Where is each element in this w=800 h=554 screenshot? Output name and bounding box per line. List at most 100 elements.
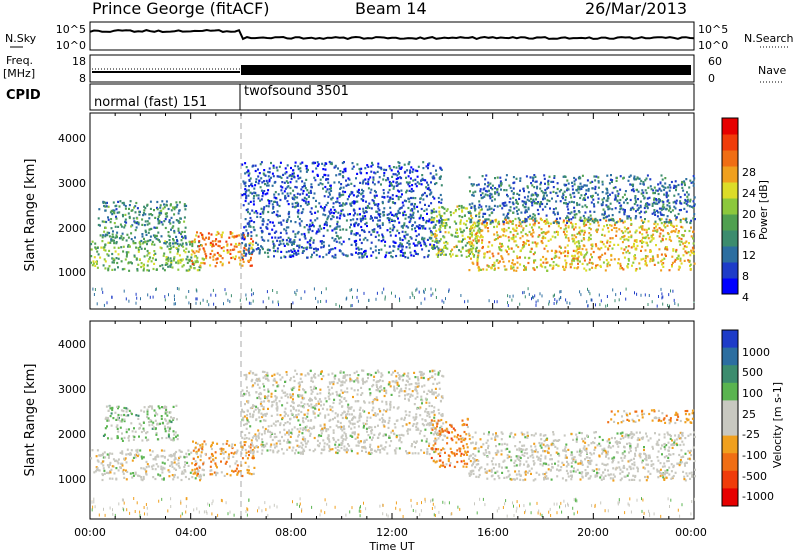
heatmap-cell bbox=[562, 175, 565, 178]
heatmap-cell bbox=[409, 209, 412, 212]
heatmap-cell bbox=[468, 176, 471, 179]
heatmap-cell bbox=[476, 256, 479, 259]
heatmap-cell bbox=[271, 240, 274, 243]
heatmap-cell bbox=[493, 233, 496, 236]
heatmap-cell bbox=[248, 247, 250, 250]
heatmap-cell bbox=[332, 202, 335, 205]
heatmap-cell bbox=[272, 289, 274, 292]
heatmap-cell bbox=[345, 179, 347, 182]
heatmap-cell bbox=[518, 197, 521, 200]
heatmap-cell bbox=[590, 201, 593, 204]
heatmap-cell bbox=[614, 186, 617, 189]
heatmap-cell bbox=[438, 177, 441, 180]
heatmap-cell bbox=[479, 190, 482, 193]
heatmap-cell bbox=[639, 200, 642, 203]
heatmap-cell bbox=[507, 222, 510, 225]
heatmap-cell bbox=[654, 229, 657, 232]
heatmap-cell bbox=[228, 261, 231, 264]
heatmap-cell bbox=[425, 219, 428, 223]
heatmap-cell bbox=[216, 257, 219, 260]
heatmap-cell bbox=[545, 261, 548, 264]
heatmap-cell bbox=[177, 462, 180, 465]
heatmap-cell bbox=[533, 174, 536, 177]
heatmap-cell bbox=[261, 433, 263, 436]
heatmap-cell bbox=[524, 211, 527, 214]
heatmap-cell bbox=[544, 182, 546, 185]
heatmap-cell bbox=[244, 191, 247, 194]
heatmap-cell bbox=[440, 220, 443, 223]
heatmap-cell bbox=[273, 200, 276, 203]
heatmap-cell bbox=[560, 296, 561, 299]
heatmap-cell bbox=[193, 238, 196, 241]
heatmap-cell bbox=[486, 264, 489, 267]
heatmap-cell bbox=[350, 304, 352, 308]
heatmap-cell bbox=[372, 178, 375, 181]
heatmap-cell bbox=[104, 456, 107, 459]
heatmap-cell bbox=[271, 211, 274, 214]
heatmap-cell bbox=[177, 250, 179, 253]
heatmap-cell bbox=[544, 197, 546, 200]
heatmap-cell bbox=[531, 297, 532, 301]
heatmap-cell bbox=[557, 231, 559, 234]
heatmap-cell bbox=[458, 215, 461, 218]
heatmap-cell bbox=[309, 228, 311, 231]
heatmap-cell bbox=[674, 207, 677, 210]
heatmap-cell bbox=[177, 220, 180, 223]
heatmap-cell bbox=[427, 183, 430, 186]
heatmap-cell bbox=[361, 188, 363, 191]
heatmap-cell bbox=[174, 431, 177, 434]
heatmap-cell bbox=[464, 300, 466, 304]
heatmap-cell bbox=[229, 300, 231, 304]
heatmap-cell bbox=[686, 200, 689, 203]
heatmap-cell bbox=[127, 436, 130, 439]
heatmap-cell bbox=[572, 216, 575, 219]
heatmap-cell bbox=[269, 221, 272, 224]
heatmap-cell bbox=[381, 233, 384, 236]
heatmap-cell bbox=[235, 460, 238, 463]
heatmap-cell bbox=[302, 452, 304, 455]
heatmap-cell bbox=[110, 468, 113, 471]
heatmap-cell bbox=[292, 189, 295, 192]
heatmap-cell bbox=[554, 252, 557, 255]
heatmap-cell bbox=[466, 207, 468, 210]
heatmap-cell bbox=[123, 203, 126, 206]
heatmap-cell bbox=[512, 266, 515, 269]
heatmap-cell bbox=[482, 215, 484, 218]
heatmap-cell bbox=[662, 203, 665, 206]
heatmap-cell bbox=[535, 219, 538, 222]
heatmap-cell bbox=[589, 223, 592, 226]
heatmap-cell bbox=[123, 413, 126, 417]
heatmap-cell bbox=[263, 239, 266, 242]
heatmap-cell bbox=[462, 222, 465, 225]
heatmap-cell bbox=[574, 216, 577, 219]
heatmap-cell bbox=[175, 463, 178, 466]
heatmap-cell bbox=[246, 471, 249, 474]
heatmap-cell bbox=[522, 291, 524, 295]
heatmap-cell bbox=[163, 206, 166, 209]
heatmap-cell bbox=[477, 239, 480, 242]
heatmap-cell bbox=[476, 259, 479, 263]
heatmap-cell bbox=[574, 226, 577, 229]
heatmap-cell bbox=[404, 217, 407, 220]
heatmap-cell bbox=[658, 295, 659, 298]
heatmap-cell bbox=[450, 255, 452, 258]
heatmap-cell bbox=[412, 179, 415, 182]
heatmap-cell bbox=[285, 180, 288, 183]
heatmap-cell bbox=[663, 257, 666, 260]
heatmap-cell bbox=[576, 246, 579, 249]
heatmap-cell bbox=[148, 217, 151, 220]
heatmap-cell bbox=[504, 249, 507, 252]
heatmap-cell bbox=[152, 476, 155, 479]
heatmap-cell bbox=[583, 259, 586, 262]
heatmap-cell bbox=[350, 182, 353, 185]
heatmap-cell bbox=[665, 208, 668, 211]
heatmap-cell bbox=[480, 268, 482, 271]
heatmap-cell bbox=[502, 234, 505, 237]
heatmap-cell bbox=[328, 249, 331, 252]
heatmap-cell bbox=[351, 201, 354, 204]
heatmap-cell bbox=[160, 467, 163, 470]
heatmap-cell bbox=[242, 416, 245, 419]
heatmap-cell bbox=[405, 176, 407, 179]
heatmap-cell bbox=[578, 185, 581, 189]
heatmap-cell bbox=[625, 297, 627, 301]
